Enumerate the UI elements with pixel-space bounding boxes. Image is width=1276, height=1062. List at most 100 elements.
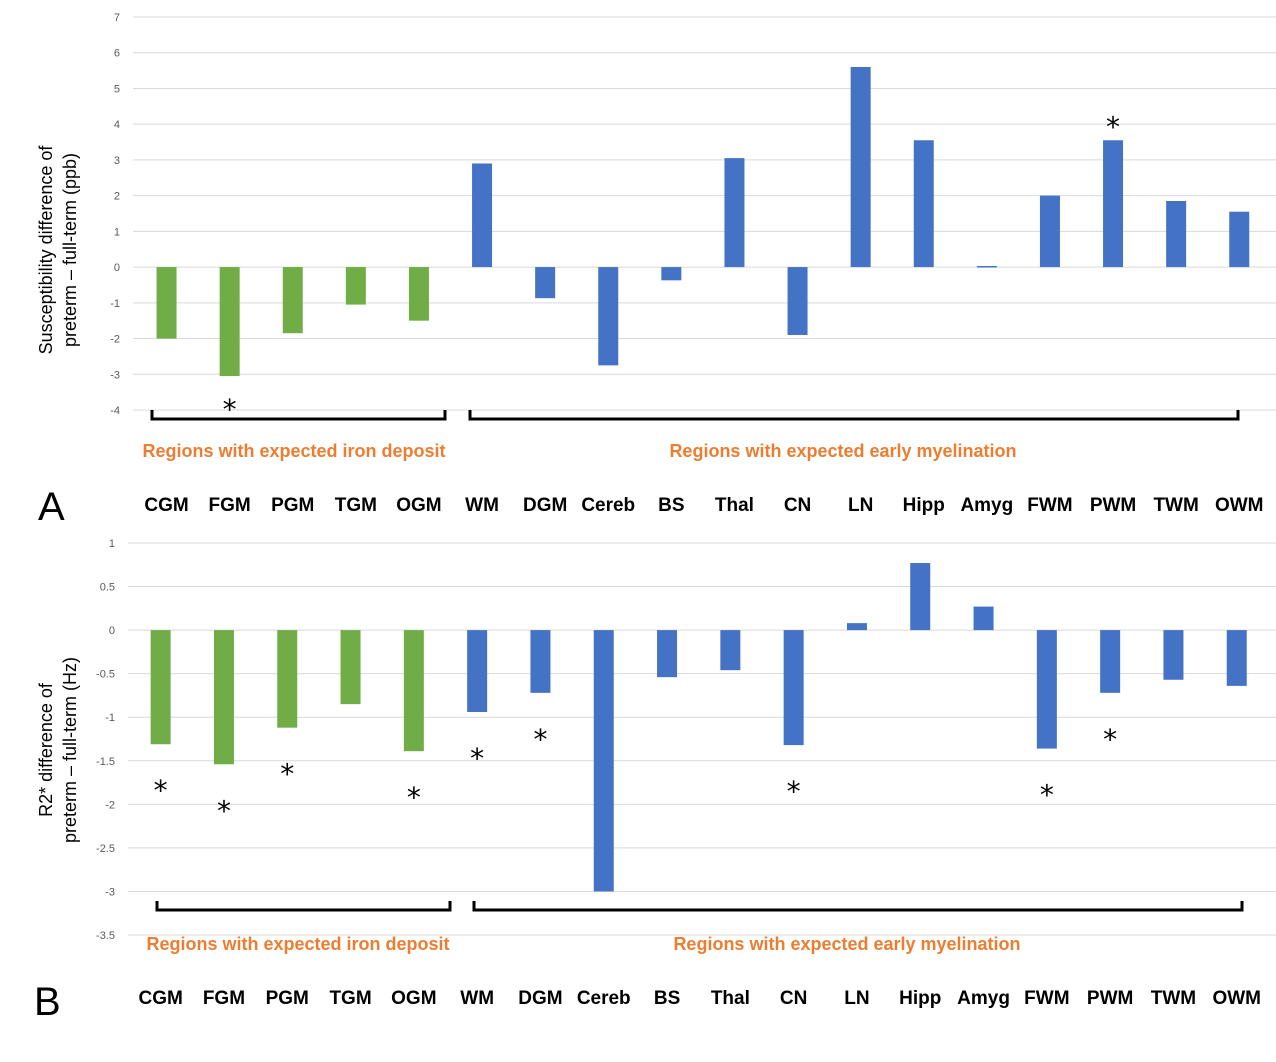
panel-b-bar-wm [467,630,488,712]
panel-a-y-tick-label: -3 [110,369,120,381]
panel-b-bar-pgm [277,630,298,728]
panel-b-bar-hipp [910,563,931,631]
panel-a-bar-amyg [976,266,997,268]
panel-b-y-tick-label: 0 [109,625,115,637]
panel-a-category-label: CGM [144,495,188,516]
panel-b-bar-ogm [403,630,424,752]
panel-b-bar-fgm [213,630,234,765]
panel-b-iron-bracket [155,901,452,912]
panel-b-bar-pwm [1100,630,1121,693]
panel-a-category-label: TGM [335,495,377,516]
panel-a-y-axis-title-line2: preterm – full-term (ppb) [60,153,80,347]
panel-b-significance-star: * [470,742,484,775]
panel-a-y-tick-label: -4 [110,405,120,417]
panel-b-category-label: WM [460,988,494,1009]
panel-b-category-label: Hipp [899,988,941,1009]
panel-b-significance-star: * [154,774,168,807]
panel-a-category-label: WM [465,495,499,516]
panel-a-category-label: Amyg [960,495,1013,516]
panel-b-significance-star: * [217,794,231,827]
panel-b-category-label: OWM [1212,988,1261,1009]
panel-b-category-label: FWM [1024,988,1069,1009]
panel-a-bar-dgm [535,267,556,299]
panel-b-bar-bs [657,630,678,678]
panel-b-bar-thal [720,630,741,671]
panel-a-category-label: LN [848,495,873,516]
panel-b-significance-star: * [280,758,294,791]
panel-b-category-label: PWM [1087,988,1133,1009]
panel-a-bar-twm [1166,200,1187,268]
panel-b-y-axis-title-line1: R2* difference of [36,682,56,817]
panel-b-category-label: DGM [518,988,562,1009]
panel-a-bar-wm [472,163,493,268]
panel-b-panel-label: B [34,980,61,1024]
panel-a-y-tick-label: 0 [114,262,120,274]
panel-a-category-label: Cereb [581,495,635,516]
panel-b-y-tick-label: -1.5 [96,756,115,768]
panel-b-significance-star: * [1040,779,1054,812]
panel-b-y-tick-label: -0.5 [96,669,115,681]
panel-a-bar-cn [787,267,808,335]
panel-a-category-label: PGM [271,495,314,516]
panel-a-iron-bracket [150,410,447,421]
panel-b-y-tick-label: -3.5 [96,930,115,942]
panel-b-myelination-bracket [472,901,1244,912]
panel-b-bar-fwm [1036,630,1057,749]
panel-a-category-label: FGM [209,495,251,516]
panel-b-category-label: TGM [329,988,371,1009]
panel-b-y-axis-title-line2: preterm – full-term (Hz) [60,657,80,843]
panel-b-bar-ln [846,623,867,631]
panel-b-y-tick-label: -3 [105,886,115,898]
panel-a-bar-pgm [282,267,303,334]
panel-a-bar-ln [850,67,871,268]
panel-a-y-axis-title-line1: Susceptibility difference of [36,145,56,355]
panel-a-y-tick-label: 7 [114,12,120,24]
panel-a-category-label: Thal [715,495,754,516]
panel-a-category-label: OGM [396,495,441,516]
panel-b-bar-dgm [530,630,551,693]
panel-b-category-label: LN [844,988,869,1009]
panel-a-significance-star: * [223,393,237,426]
panel-a-y-tick-label: 1 [114,226,120,238]
panel-b-y-tick-label: -2.5 [96,843,115,855]
panel-a-category-label: OWM [1215,495,1264,516]
panel-a-y-tick-label: 4 [114,119,120,131]
panel-a-bar-tgm [345,267,366,305]
panel-b-category-label: PGM [266,988,309,1009]
panel-a-y-tick-label: -2 [110,334,120,346]
panel-a-category-label: FWM [1027,495,1072,516]
panel-b-category-label: Cereb [577,988,631,1009]
panel-a-bar-cereb [598,267,619,366]
panel-b-bar-tgm [340,630,361,705]
panel-b-bar-cn [783,630,804,746]
panel-b-bar-amyg [973,606,994,631]
panel-a-category-label: PWM [1090,495,1136,516]
panel-b-y-tick-label: 1 [109,538,115,550]
panel-a-bar-cgm [156,267,177,339]
panel-a-bar-hipp [913,140,934,268]
panel-a-y-tick-label: 5 [114,83,120,95]
panel-b-category-label: FGM [203,988,245,1009]
panel-b-category-label: TWM [1151,988,1196,1009]
panel-a-myelination-bracket [468,410,1240,421]
panel-b-y-tick-label: -2 [105,799,115,811]
panel-a-category-label: TWM [1153,495,1198,516]
panel-b-bar-owm [1226,630,1247,686]
panel-b-y-tick-label: 0.5 [100,582,115,594]
panel-a-panel-label: A [38,485,65,529]
panel-b-category-label: BS [654,988,680,1009]
panel-b-significance-star: * [407,781,421,814]
panel-a-iron-group-label: Regions with expected iron deposit [142,441,445,461]
panel-b-category-label: OGM [391,988,436,1009]
panel-a-bar-ogm [408,267,429,321]
panel-b-significance-star: * [787,775,801,808]
panel-b-bar-twm [1163,630,1184,680]
panel-b-significance-star: * [533,723,547,756]
panel-b-category-label: CGM [138,988,182,1009]
panel-a-bar-fwm [1039,195,1060,268]
panel-b-category-label: Thal [711,988,750,1009]
panel-a-category-label: BS [658,495,684,516]
panel-b-iron-group-label: Regions with expected iron deposit [146,934,449,954]
panel-a-bar-thal [724,158,745,268]
